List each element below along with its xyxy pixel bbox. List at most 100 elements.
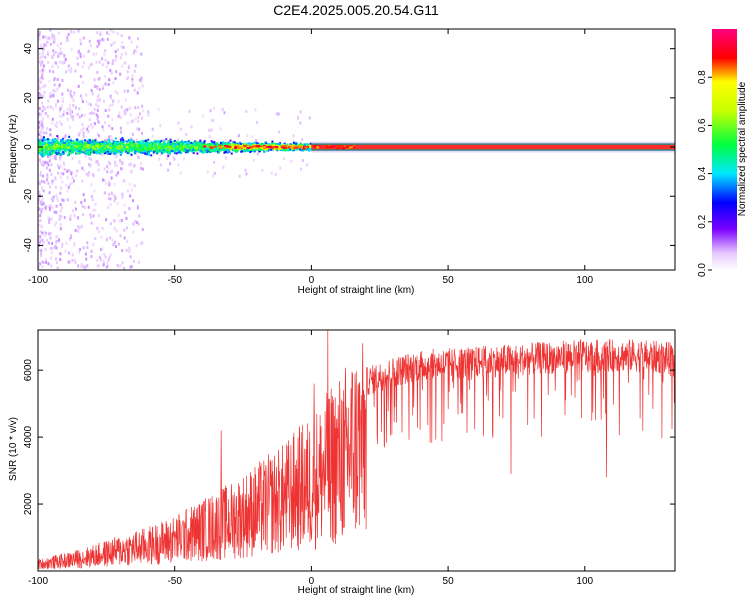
heatmap-cell bbox=[206, 143, 209, 146]
heatmap-cell bbox=[47, 51, 50, 55]
heatmap-cell bbox=[77, 133, 80, 137]
heatmap-cell bbox=[326, 146, 330, 149]
heatmap-cell bbox=[196, 142, 199, 145]
heatmap-cell bbox=[101, 144, 104, 147]
heatmap-cell bbox=[84, 139, 87, 142]
heatmap-cell bbox=[140, 149, 143, 152]
heatmap-cell bbox=[167, 141, 170, 144]
heatmap-cell bbox=[71, 258, 74, 262]
heatmap-cell bbox=[112, 140, 115, 143]
heatmap-cell bbox=[38, 85, 41, 89]
heatmap-cell bbox=[245, 142, 248, 145]
heatmap-cell bbox=[76, 62, 79, 66]
heatmap-cell bbox=[70, 151, 73, 154]
heatmap-cell bbox=[98, 256, 101, 260]
heatmap-cell bbox=[223, 147, 226, 150]
heatmap-cell bbox=[45, 257, 48, 261]
heatmap-cell bbox=[64, 70, 67, 74]
heatmap-cell bbox=[92, 149, 95, 152]
heatmap-cell bbox=[42, 50, 45, 54]
heatmap-cell bbox=[122, 179, 125, 183]
heatmap-cell bbox=[49, 92, 52, 96]
heatmap-cell bbox=[228, 145, 232, 148]
heatmap-cell bbox=[38, 264, 41, 268]
heatmap-cell bbox=[67, 145, 70, 148]
heatmap-cell bbox=[82, 246, 85, 250]
heatmap-cell bbox=[116, 142, 119, 145]
heatmap-cell bbox=[118, 264, 121, 268]
heatmap-cell bbox=[226, 151, 229, 154]
heatmap-cell bbox=[65, 183, 68, 187]
heatmap-cell bbox=[82, 147, 85, 150]
heatmap-cell bbox=[40, 119, 43, 123]
heatmap-cell bbox=[62, 146, 65, 149]
heatmap-cell bbox=[52, 34, 55, 38]
heatmap-cell bbox=[39, 141, 42, 144]
heatmap-cell bbox=[250, 150, 253, 153]
heatmap-cell bbox=[114, 58, 117, 62]
heatmap-cell bbox=[56, 87, 59, 91]
heatmap-cell bbox=[159, 163, 162, 167]
heatmap-cell bbox=[177, 142, 180, 145]
heatmap-cell bbox=[167, 140, 170, 143]
heatmap-cell bbox=[114, 163, 117, 167]
heatmap-cell bbox=[180, 144, 183, 147]
heatmap-cell bbox=[55, 210, 58, 214]
heatmap-cell bbox=[66, 176, 69, 180]
heatmap-cell bbox=[90, 249, 93, 253]
heatmap-cell bbox=[141, 228, 144, 232]
heatmap-cell bbox=[62, 139, 65, 142]
heatmap-cell bbox=[41, 126, 44, 130]
heatmap-cell bbox=[78, 107, 81, 111]
heatmap-cell bbox=[73, 214, 76, 218]
heatmap-cell bbox=[121, 193, 124, 197]
heatmap-cell bbox=[103, 191, 106, 195]
heatmap-cell bbox=[82, 36, 85, 40]
heatmap-cell bbox=[44, 145, 47, 148]
heatmap-cell bbox=[54, 147, 57, 150]
heatmap-cell bbox=[237, 134, 240, 138]
heatmap-cell bbox=[38, 152, 41, 155]
heatmap-cell bbox=[109, 197, 112, 201]
heatmap-cell bbox=[51, 64, 54, 68]
heatmap-cell bbox=[65, 140, 68, 143]
heatmap-cell bbox=[112, 59, 115, 63]
heatmap-cell bbox=[98, 39, 101, 43]
heatmap-cell bbox=[258, 147, 261, 150]
heatmap-cell bbox=[137, 155, 140, 159]
heatmap-cell bbox=[70, 115, 73, 119]
heatmap-cell bbox=[81, 97, 84, 101]
heatmap-cell bbox=[137, 105, 140, 109]
heatmap-cell bbox=[272, 145, 276, 148]
heatmap-cell bbox=[46, 138, 49, 141]
heatmap-cell bbox=[107, 206, 110, 210]
heatmap-cell bbox=[49, 148, 52, 151]
heatmap-cell bbox=[215, 148, 218, 151]
snr-y-tick-label: 4000 bbox=[23, 426, 34, 449]
heatmap-cell bbox=[148, 147, 151, 150]
heatmap-cell bbox=[292, 139, 295, 143]
heatmap-cell bbox=[216, 150, 219, 153]
heatmap-cell bbox=[61, 180, 64, 184]
heatmap-cell bbox=[61, 148, 64, 151]
heatmap-cell bbox=[38, 240, 41, 244]
heatmap-cell bbox=[117, 171, 120, 175]
heatmap-cell bbox=[66, 36, 69, 40]
heatmap-cell bbox=[72, 146, 75, 149]
heatmap-cell bbox=[136, 127, 139, 131]
heatmap-cell bbox=[121, 195, 124, 199]
heatmap-cell bbox=[38, 207, 41, 211]
heatmap-cell bbox=[175, 144, 178, 147]
heatmap-cell bbox=[143, 144, 146, 147]
heatmap-cell bbox=[133, 49, 136, 53]
heatmap-cell bbox=[56, 43, 59, 47]
heatmap-cell bbox=[60, 60, 63, 64]
heatmap-cell bbox=[218, 151, 221, 154]
heatmap-cell bbox=[304, 144, 307, 147]
heatmap-cell bbox=[256, 147, 259, 150]
heatmap-cell bbox=[48, 232, 51, 236]
colorbar-tick-label: 0.8 bbox=[697, 70, 708, 84]
heatmap-cell bbox=[175, 145, 178, 148]
heatmap-cell bbox=[139, 151, 142, 154]
heatmap-cell bbox=[112, 243, 115, 247]
